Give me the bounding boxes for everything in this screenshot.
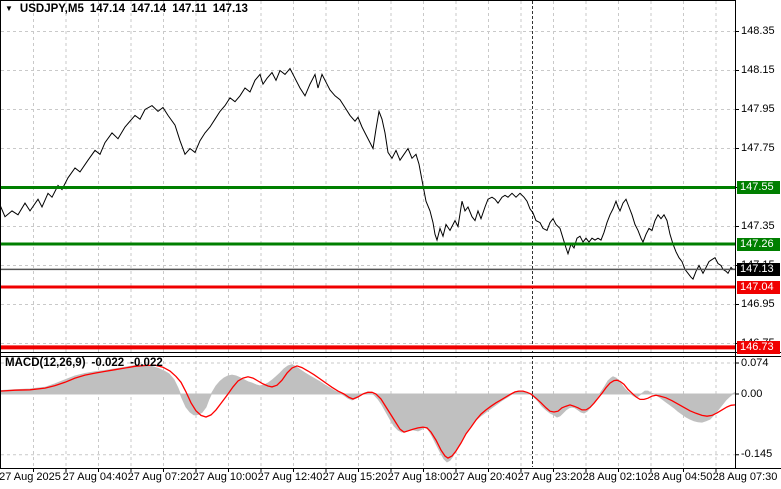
macd-histogram [0,364,736,463]
ohlc-high: 147.14 [131,3,167,15]
panel-separator [0,353,781,356]
macd-signal-line [0,364,736,459]
ohlc-low: 147.11 [172,3,207,15]
ohlc-open: 147.14 [89,3,126,15]
price-tick-label: 147.75 [741,142,775,154]
macd-indicator-label: MACD(12,26,9) -0.022 -0.022 [5,357,163,369]
price-tick-label: 148.35 [741,25,775,37]
level-badge-147.04: 147.04 [737,280,780,294]
level-badge-146.73: 146.73 [737,340,780,354]
macd-tick-label: 0.074 [741,356,769,369]
time-label: 27 Aug 15:20 [322,471,388,483]
price-tick-label: 147.35 [741,220,775,232]
time-label: 27 Aug 07:20 [127,471,193,483]
price-line[interactable] [0,67,735,280]
level-badge-147.55: 147.55 [737,181,780,194]
chart-title: ▼ USDJPY,M5 147.14 147.14 147.11 147.13 [5,3,248,15]
level-badge-147.26: 147.26 [737,237,780,251]
macd-tick-label: -0.145 [741,448,773,461]
time-label: 27 Aug 20:40 [452,471,518,483]
time-label: 27 Aug 12:40 [257,471,323,483]
time-label: 27 Aug 18:00 [387,471,453,483]
macd-signal-value: -0.022 [130,357,163,369]
time-label: 27 Aug 04:40 [62,471,128,483]
time-label: 28 Aug 04:50 [647,471,713,483]
price-axis[interactable]: 148.35 148.15 147.95 147.75 147.55 147.35 147.… [736,0,781,468]
price-tick-label: 148.15 [741,64,775,76]
symbol-label: USDJPY,M5 [19,3,84,15]
macd-tick-label: 0.00 [741,387,763,400]
symbol-dropdown-icon[interactable]: ▼ [5,4,13,13]
time-label: 28 Aug 07:30 [712,471,778,483]
time-axis[interactable]: 27 Aug 2025 27 Aug 04:40 27 Aug 07:20 27 Au… [0,469,781,489]
time-label: 27 Aug 2025 [0,471,61,483]
price-tick-label: 146.95 [741,298,775,310]
ohlc-close: 147.13 [212,3,248,15]
time-label: 28 Aug 02:10 [582,471,648,483]
macd-name: MACD(12,26,9) [5,357,86,369]
time-label: 27 Aug 23:20 [517,471,583,483]
macd-main-value: -0.022 [91,357,125,369]
level-badge-147.13: 147.13 [737,262,780,276]
time-label: 27 Aug 10:00 [192,471,258,483]
price-tick-label: 147.95 [741,103,775,115]
